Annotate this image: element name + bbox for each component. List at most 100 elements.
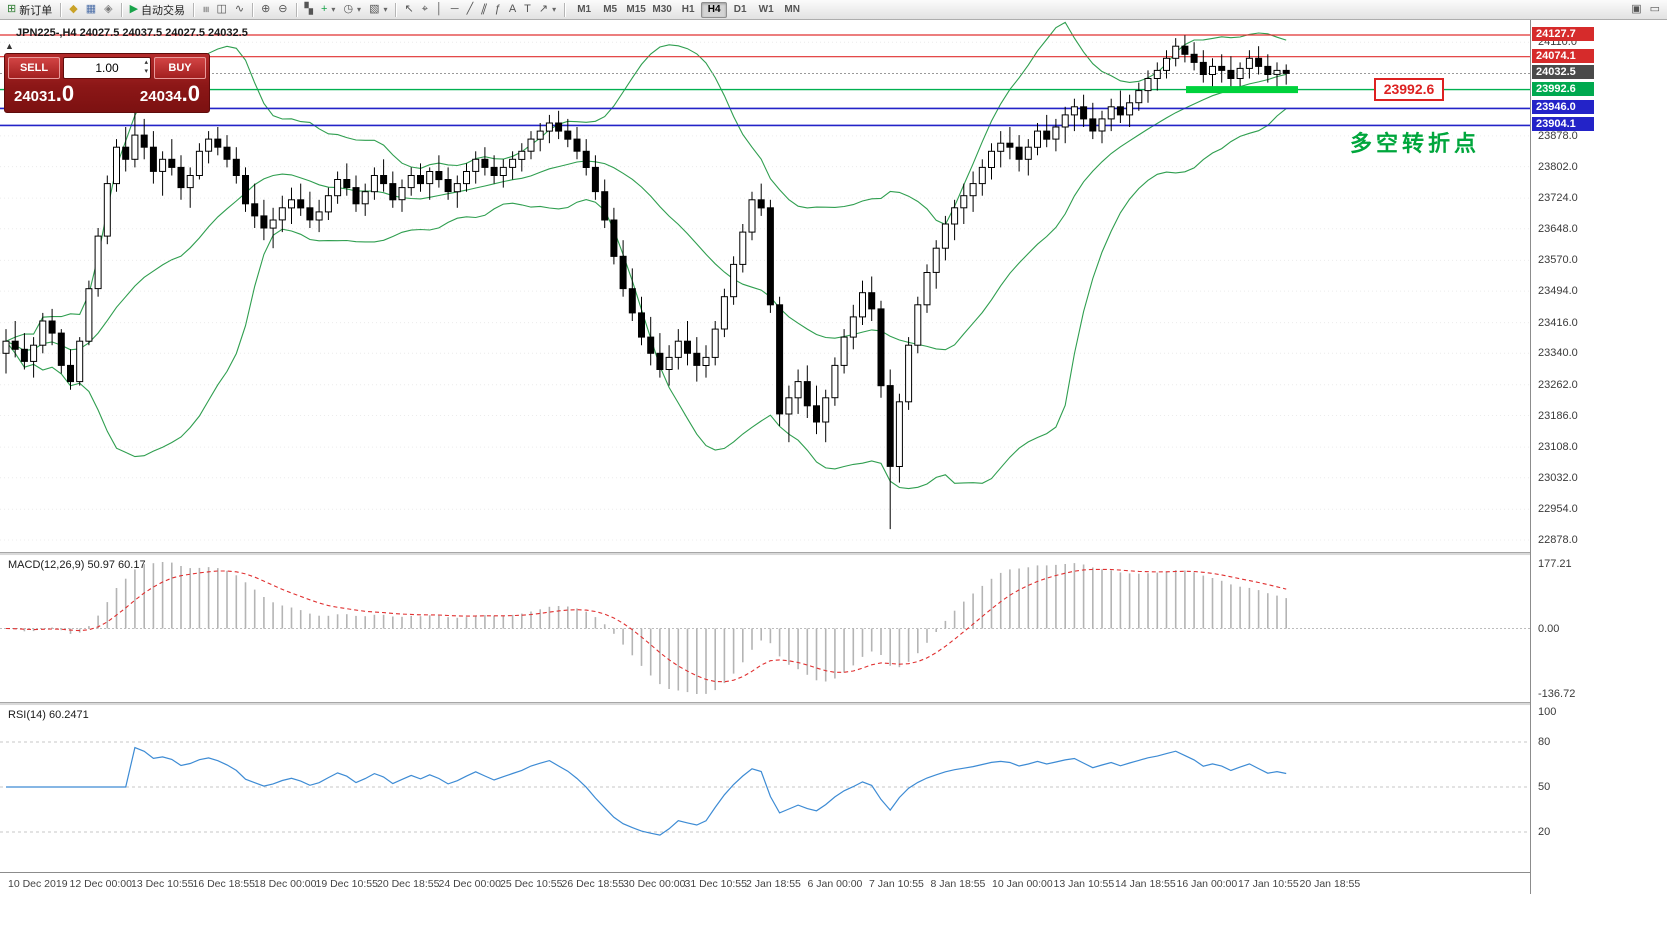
price-callout-label[interactable]: 23992.6: [1374, 78, 1444, 101]
zoom-in-icon: ⊕: [261, 3, 271, 15]
templates-button[interactable]: ▧ ▾: [365, 1, 391, 18]
price-chart-canvas[interactable]: [0, 20, 1530, 552]
text-button[interactable]: A: [505, 1, 520, 18]
timeframe-D1[interactable]: D1: [727, 2, 753, 18]
time-axis-label: 8 Jan 18:55: [930, 878, 986, 890]
macd-scale-axis[interactable]: 177.21 0.00 -136.72: [1531, 556, 1667, 702]
line-chart-button[interactable]: ∿: [231, 1, 248, 18]
price-axis-label: 23108.0: [1538, 441, 1578, 453]
rsi-scale-label: 20: [1538, 826, 1551, 838]
timeframe-M15[interactable]: M15: [623, 2, 649, 18]
channel-button[interactable]: ∥: [477, 1, 491, 18]
horizontal-line-icon: ─: [450, 3, 459, 15]
macd-panel[interactable]: MACD(12,26,9) 50.97 60.17: [0, 556, 1530, 702]
candlestick-chart-icon: ◫: [216, 3, 227, 15]
fibonacci-button[interactable]: ƒ: [491, 1, 505, 18]
price-chart-panel[interactable]: JPN225-,H4 24027.5 24037.5 24027.5 24032…: [0, 20, 1530, 552]
vertical-line-button[interactable]: │: [432, 1, 447, 18]
price-axis-label: 23802.0: [1538, 161, 1578, 173]
volume-down-icon[interactable]: ▾: [144, 68, 148, 75]
indicators-icon: +: [320, 3, 328, 15]
timeframe-H4[interactable]: H4: [701, 1, 728, 18]
time-axis-label: 19 Dec 10:55: [315, 878, 378, 890]
timeframe-H1[interactable]: H1: [675, 2, 701, 18]
price-axis-label: 23494.0: [1538, 285, 1578, 297]
rsi-scale-label: 50: [1538, 781, 1551, 793]
fibonacci-icon: ƒ: [494, 3, 501, 15]
zoom-out-icon: ⊖: [278, 3, 288, 15]
candlestick-chart-button[interactable]: ◫: [212, 1, 230, 18]
arrows-button[interactable]: ↗ ▾: [535, 1, 560, 18]
timeframe-W1[interactable]: W1: [753, 2, 779, 18]
trendline-icon: ╱: [466, 3, 474, 15]
panel-divider[interactable]: [0, 552, 1667, 556]
macd-scale-label: -136.72: [1538, 688, 1576, 700]
price-axis-label: 23186.0: [1538, 410, 1578, 422]
chart-annotation-text[interactable]: 多空转折点: [1350, 131, 1481, 156]
macd-scale-label: 0.00: [1538, 623, 1560, 635]
chart-window-button[interactable]: ▣: [1627, 1, 1645, 18]
rsi-scale-label: 80: [1538, 736, 1551, 748]
market-watch-icon: ◆: [69, 3, 78, 15]
data-window-button[interactable]: ▦: [82, 1, 100, 18]
time-axis[interactable]: 10 Dec 2019 12 Dec 00:00 13 Dec 10:55 16 De…: [0, 872, 1530, 895]
time-axis-label: 7 Jan 10:55: [869, 878, 924, 890]
expert-panel-button[interactable]: ▭: [1646, 1, 1664, 18]
zoom-out-button[interactable]: ⊖: [274, 1, 291, 18]
buy-button[interactable]: BUY: [154, 57, 206, 79]
main-price-axis[interactable]: 24110.0 23878.0 23802.0 23724.0 23648.0 23570…: [1531, 20, 1667, 552]
price-axis-label: 23416.0: [1538, 317, 1578, 329]
time-axis-label: 20 Jan 18:55: [1299, 878, 1361, 890]
one-click-collapse-icon[interactable]: ▲: [5, 41, 14, 51]
price-tag: 23904.1: [1532, 117, 1594, 131]
timeframe-M30[interactable]: M30: [649, 2, 675, 18]
toolbar-separator: [193, 2, 195, 17]
rsi-panel[interactable]: RSI(14) 60.2471: [0, 706, 1530, 872]
price-axis[interactable]: 24110.0 23878.0 23802.0 23724.0 23648.0 23570…: [1530, 20, 1667, 894]
toolbar-separator: [120, 2, 122, 17]
toolbar-separator: [252, 2, 254, 17]
main-toolbar: ⊞ 新订单 ◆ ▦ ◈ ▶ 自动交易 ≡ ◫ ∿ ⊕ ⊖ ▚ + ▾ ◷ ▾ ▧ ▾ ↖ ⌖ │ ─ ╱ ∥ ƒ A T ↗ ▾ M1 M5 M…: [0, 0, 1667, 20]
dropdown-arrow-icon: ▾: [357, 5, 362, 14]
price-axis-label: 22878.0: [1538, 534, 1578, 546]
sell-price: 24031.0: [14, 81, 75, 106]
time-axis-label: 16 Jan 00:00: [1176, 878, 1238, 890]
crosshair-button[interactable]: ⌖: [418, 1, 432, 18]
price-axis-label: 23878.0: [1538, 130, 1578, 142]
time-axis-label: 24 Dec 00:00: [438, 878, 501, 890]
trendline-button[interactable]: ╱: [463, 1, 478, 18]
timeframe-M5[interactable]: M5: [597, 2, 623, 18]
time-axis-label: 14 Jan 18:55: [1115, 878, 1176, 890]
periods-button[interactable]: ◷ ▾: [339, 1, 365, 18]
sell-button[interactable]: SELL: [8, 57, 60, 79]
new-order-button[interactable]: ⊞ 新订单: [3, 1, 56, 18]
navigator-button[interactable]: ◈: [100, 1, 116, 18]
zoom-in-button[interactable]: ⊕: [257, 1, 274, 18]
timeframe-M1[interactable]: M1: [571, 2, 597, 18]
volume-field[interactable]: 1.00 ▴ ▾: [63, 57, 151, 79]
price-axis-label: 23032.0: [1538, 472, 1578, 484]
time-axis-label: 10 Dec 2019: [8, 878, 68, 890]
text-icon: A: [508, 3, 517, 15]
autotrading-button[interactable]: ▶ 自动交易: [126, 1, 189, 18]
line-chart-icon: ∿: [234, 3, 245, 15]
rsi-label: RSI(14) 60.2471: [8, 709, 89, 721]
price-tag: 24074.1: [1532, 49, 1594, 63]
time-axis-label: 30 Dec 00:00: [623, 878, 686, 890]
tile-windows-button[interactable]: ▚: [301, 1, 317, 18]
price-tag: 23992.6: [1532, 82, 1594, 96]
timeframe-MN[interactable]: MN: [779, 2, 805, 18]
panel-divider[interactable]: [0, 702, 1667, 706]
one-click-trading-panel: SELL 1.00 ▴ ▾ BUY 24031.0 24034.0: [4, 53, 210, 113]
indicators-button[interactable]: + ▾: [317, 1, 339, 18]
rsi-scale-axis[interactable]: 100 80 50 20: [1531, 706, 1667, 872]
market-watch-button[interactable]: ◆: [65, 1, 81, 18]
cursor-button[interactable]: ↖: [400, 1, 417, 18]
volume-up-icon[interactable]: ▴: [144, 59, 148, 66]
horizontal-line-button[interactable]: ─: [447, 1, 463, 18]
bar-chart-button[interactable]: ≡: [198, 1, 212, 18]
dropdown-arrow-icon: ▾: [552, 5, 557, 14]
templates-icon: ▧: [369, 3, 380, 15]
text-label-button[interactable]: T: [520, 1, 535, 18]
